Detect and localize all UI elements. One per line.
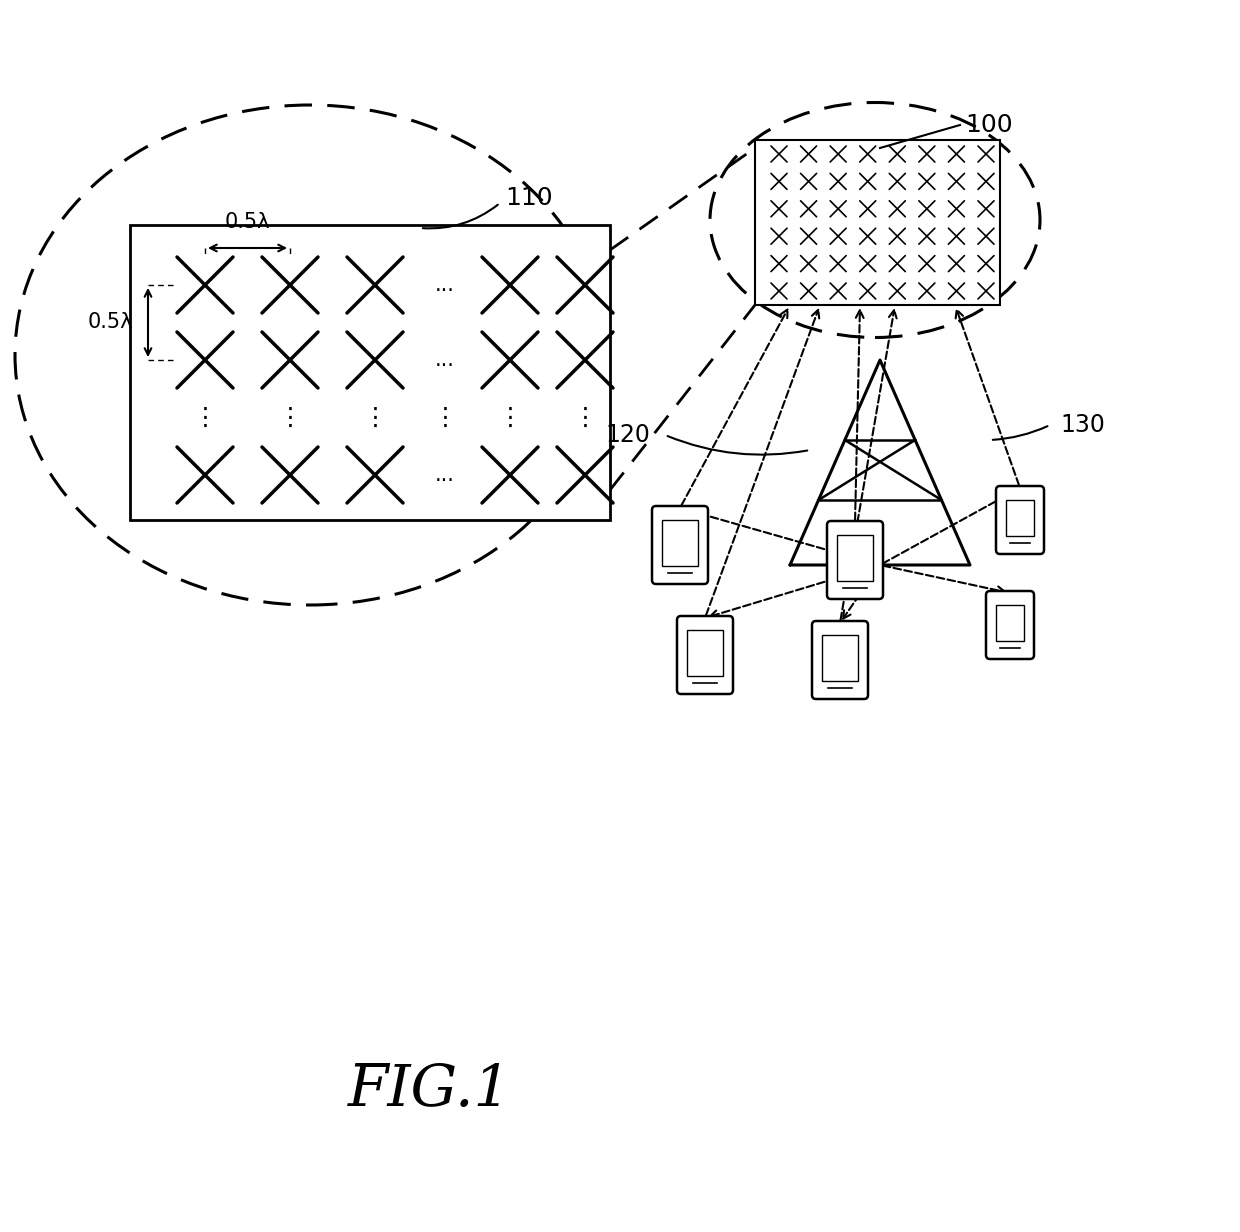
Bar bbox=[662, 520, 698, 565]
Bar bbox=[687, 630, 723, 676]
FancyBboxPatch shape bbox=[652, 506, 708, 584]
Bar bbox=[996, 605, 1024, 641]
Text: FIG.1: FIG.1 bbox=[348, 1062, 512, 1119]
Text: 0.5λ: 0.5λ bbox=[224, 212, 270, 232]
FancyBboxPatch shape bbox=[986, 591, 1034, 659]
Text: ⋮: ⋮ bbox=[497, 407, 522, 430]
Bar bbox=[822, 634, 858, 681]
Text: 100: 100 bbox=[965, 113, 1013, 137]
Text: 130: 130 bbox=[1060, 413, 1105, 437]
FancyBboxPatch shape bbox=[996, 485, 1044, 554]
FancyBboxPatch shape bbox=[827, 521, 883, 599]
Text: ...: ... bbox=[435, 464, 455, 485]
Bar bbox=[837, 535, 873, 582]
Text: ...: ... bbox=[435, 275, 455, 294]
Bar bbox=[755, 140, 999, 306]
Text: ...: ... bbox=[435, 350, 455, 370]
Text: 0.5λ: 0.5λ bbox=[87, 313, 133, 333]
Text: ⋮: ⋮ bbox=[278, 407, 303, 430]
Text: 110: 110 bbox=[505, 186, 553, 209]
Text: ⋮: ⋮ bbox=[433, 407, 458, 430]
Text: ⋮: ⋮ bbox=[192, 407, 217, 430]
Bar bbox=[1006, 500, 1034, 536]
Text: 120: 120 bbox=[605, 423, 650, 447]
Bar bbox=[130, 225, 610, 520]
FancyBboxPatch shape bbox=[812, 621, 868, 699]
FancyBboxPatch shape bbox=[677, 616, 733, 694]
Text: ⋮: ⋮ bbox=[362, 407, 387, 430]
Text: ⋮: ⋮ bbox=[573, 407, 598, 430]
